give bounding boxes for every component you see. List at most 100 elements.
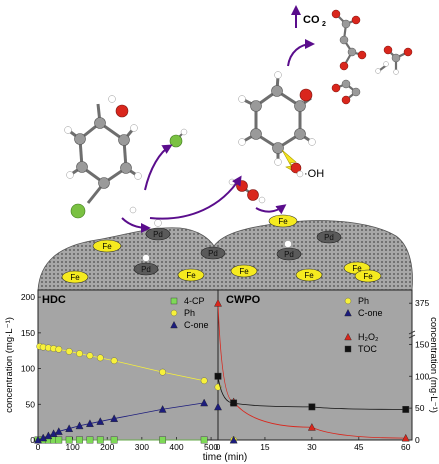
cwpo-y-tick-label: 100 <box>415 371 429 381</box>
co2-subscript: 2 <box>322 21 326 28</box>
hdc-point-c-one <box>39 433 48 442</box>
cwpo-legend-label-c-one: C-one <box>358 308 383 318</box>
hdc-x-tick-label: 200 <box>100 442 114 452</box>
cwpo-legend-label-ph: Ph <box>358 296 369 306</box>
hdc-point-ph <box>159 368 167 376</box>
illustration: Fe Fe Fe Fe Fe Fe Fe Fe Pd Pd Pd <box>37 5 413 291</box>
hdc-point-ph <box>76 350 83 357</box>
hdc-point-c-one <box>44 431 53 440</box>
hdc-point-c-one <box>65 424 74 432</box>
hdc-point-4-cp <box>159 436 167 444</box>
cwpo-point-toc <box>230 399 238 407</box>
hdc-point-4-cp <box>76 436 83 444</box>
cwpo-axis-break <box>408 330 416 339</box>
hdc-x-tick-label: 0 <box>36 442 41 452</box>
cwpo-y-tick-label: 375 <box>415 298 429 308</box>
cwpo-point-h-o <box>401 433 410 442</box>
cwpo-point-toc <box>214 372 222 380</box>
hdc-point-c-one <box>54 427 63 435</box>
pd-particle: Pd <box>276 247 302 261</box>
hdc-x-tick-label: 500 <box>204 442 218 452</box>
hdc-point-4-cp <box>110 436 118 444</box>
cwpo-chart: CWPO 0 15 30 45 60 0 50 100 150 375 Ph C-one H₂O₂ TO… <box>214 294 429 452</box>
pd-particle: Pd <box>316 230 342 244</box>
pd-particle: Pd <box>145 227 171 241</box>
catalyst-support <box>37 220 413 291</box>
hdc-point-ph <box>55 345 63 353</box>
fe-label: Fe <box>70 273 80 282</box>
pd-label: Pd <box>324 233 334 242</box>
fe-particle: Fe <box>295 268 323 282</box>
cwpo-y-tick-label: 150 <box>415 339 429 349</box>
hdc-y-tick-label: 100 <box>21 364 35 374</box>
phenol-molecule <box>238 71 316 166</box>
hdc-legend-marker-ph <box>170 309 178 317</box>
hdc-legend-label-4-cp: 4-CP <box>184 296 205 306</box>
hdc-marks <box>34 343 209 444</box>
hdc-title: HDC <box>42 294 66 306</box>
cwpo-legend-marker-h-o <box>344 332 352 341</box>
arrow-to-fe <box>255 204 287 215</box>
hdc-point-ph <box>96 354 104 362</box>
hdc-point-ph <box>110 357 118 365</box>
hdc-x-tick-label: 100 <box>66 442 80 452</box>
hdc-point-c-one <box>96 417 105 425</box>
cwpo-legend: Ph C-one H₂O₂ TOC <box>344 296 383 354</box>
h2o2-molecule <box>228 178 266 204</box>
hdc-point-c-one <box>200 398 209 407</box>
hdc-y-tick-label: 150 <box>21 328 35 338</box>
y-axis-label-right: concentration (mg·L⁻¹) <box>428 317 439 413</box>
hdc-legend-label-ph: Ph <box>184 308 195 318</box>
cwpo-x-tick-label: 30 <box>307 442 317 452</box>
co2-label: CO <box>303 14 320 26</box>
fe-particle: Fe <box>92 239 122 253</box>
fe-particles: Fe Fe Fe Fe Fe Fe Fe Fe <box>61 214 382 284</box>
hdc-point-ph <box>65 348 73 355</box>
arrow-oxidation <box>287 39 315 67</box>
hdc-y-tick-label: 50 <box>26 399 36 409</box>
cwpo-line-toc <box>217 376 406 410</box>
cwpo-point-c-one <box>229 435 238 444</box>
fe-particle: Fe <box>61 270 89 284</box>
cwpo-legend-marker-toc <box>344 345 352 353</box>
hdc-point-4-cp <box>96 436 104 444</box>
fe-label: Fe <box>352 264 362 273</box>
hdc-y-tick-label: 0 <box>30 435 35 445</box>
hdc-point-c-one <box>158 405 167 413</box>
cwpo-legend-label-toc: TOC <box>358 344 377 354</box>
oh-label: ·OH <box>304 168 324 180</box>
pd-label: Pd <box>153 230 163 239</box>
hcl-molecule <box>169 128 188 148</box>
co2-release: CO 2 <box>291 5 326 28</box>
hdc-legend: 4-CP Ph C-one <box>170 296 209 330</box>
cwpo-point-h-o <box>307 423 316 431</box>
hdc-point-4-cp <box>86 436 94 444</box>
cwpo-marks <box>214 298 410 444</box>
hdc-point-c-one <box>110 414 119 422</box>
fe-label: Fe <box>239 267 249 276</box>
cwpo-point-c-one <box>214 402 222 411</box>
fe-label: Fe <box>102 242 112 251</box>
chart-background <box>38 290 412 440</box>
hdc-point-4-cp <box>65 436 73 444</box>
cwpo-point-toc <box>402 406 410 413</box>
hdc-x-tick-label: 400 <box>169 442 183 452</box>
pd-label: Pd <box>284 250 294 259</box>
arrow-hcl <box>144 144 173 191</box>
cwpo-legend-label-h-o: H₂O₂ <box>358 332 379 342</box>
fe-particle: Fe <box>177 268 205 282</box>
arrow-to-phenol <box>149 175 242 220</box>
hdc-point-c-one <box>34 435 42 444</box>
hdc-x-tick-label: 300 <box>135 442 149 452</box>
fe-particle: Fe <box>268 214 298 228</box>
fe-label: Fe <box>304 271 314 280</box>
cwpo-y-tick-label: 0 <box>415 435 420 445</box>
arrow-adsorb <box>121 217 151 233</box>
cwpo-legend-marker-ph <box>344 297 352 305</box>
fe-label: Fe <box>278 217 288 226</box>
pd-particle: Pd <box>200 246 226 260</box>
cwpo-legend-marker-c-one <box>344 308 352 317</box>
cwpo-x-tick-label: 15 <box>260 442 270 452</box>
